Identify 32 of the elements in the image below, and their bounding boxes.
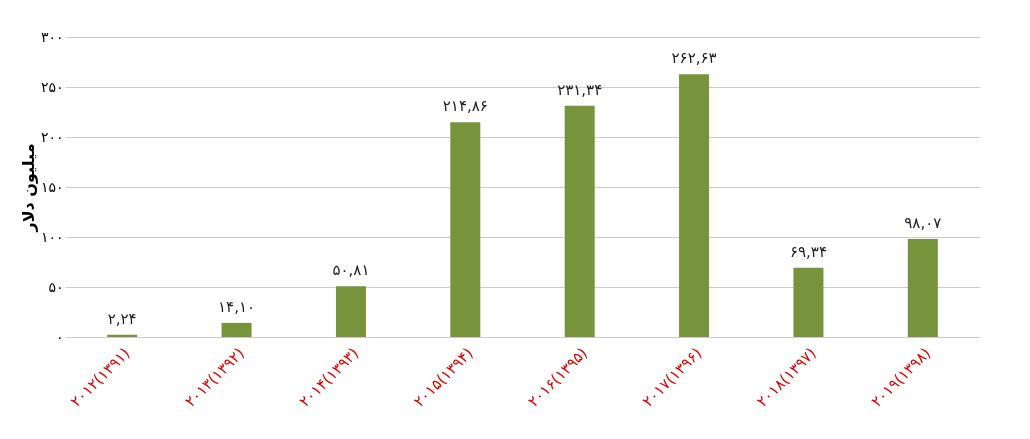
bar <box>450 122 481 337</box>
data-label: ۲۶۲,۶۳ <box>671 49 717 68</box>
data-label: ۲۱۴,۸۶ <box>442 97 488 116</box>
bar <box>679 74 710 337</box>
y-tick-label: ۱۵۰ <box>40 178 64 195</box>
y-tick-label: ۳۰۰ <box>40 28 64 45</box>
bar <box>335 286 366 337</box>
y-axis-title: میلیون دلار <box>18 143 38 233</box>
x-tick-label: ۲۰۱۸(۱۳۹۷) <box>753 344 820 411</box>
x-tick-label: ۲۰۱۷(۱۳۹۶) <box>638 344 706 411</box>
x-tick-label: ۲۰۱۳(۱۳۹۲) <box>181 344 248 411</box>
y-tick-label: ۰ <box>55 328 64 345</box>
y-tick-label: ۲۰۰ <box>40 128 64 145</box>
x-tick-label: ۲۰۱۹(۱۳۹۸) <box>867 344 935 411</box>
bar <box>107 334 138 337</box>
data-label: ۲,۲۴ <box>107 309 137 328</box>
data-label: ۵۰,۸۱ <box>332 261 370 280</box>
x-tick-label: ۲۰۱۵(۱۳۹۴) <box>410 344 477 411</box>
data-label: ۱۴,۱۰ <box>218 297 256 316</box>
data-label: ۶۹,۳۴ <box>789 242 827 261</box>
x-tick-label: ۲۰۱۶(۱۳۹۵) <box>524 344 591 411</box>
x-tick-label: ۲۰۱۲(۱۳۹۱) <box>66 344 134 411</box>
data-label: ۲۳۱,۳۴ <box>557 80 603 99</box>
bar <box>793 267 824 337</box>
y-tick-label: ۲۵۰ <box>40 78 64 95</box>
data-label: ۹۸,۰۷ <box>904 213 942 232</box>
bar <box>564 105 595 337</box>
y-tick-label: ۵۰ <box>48 278 64 295</box>
y-tick-label: ۱۰۰ <box>40 228 64 245</box>
x-tick-label: ۲۰۱۴(۱۳۹۳) <box>295 344 363 411</box>
bar <box>221 322 252 337</box>
bar <box>907 238 938 337</box>
